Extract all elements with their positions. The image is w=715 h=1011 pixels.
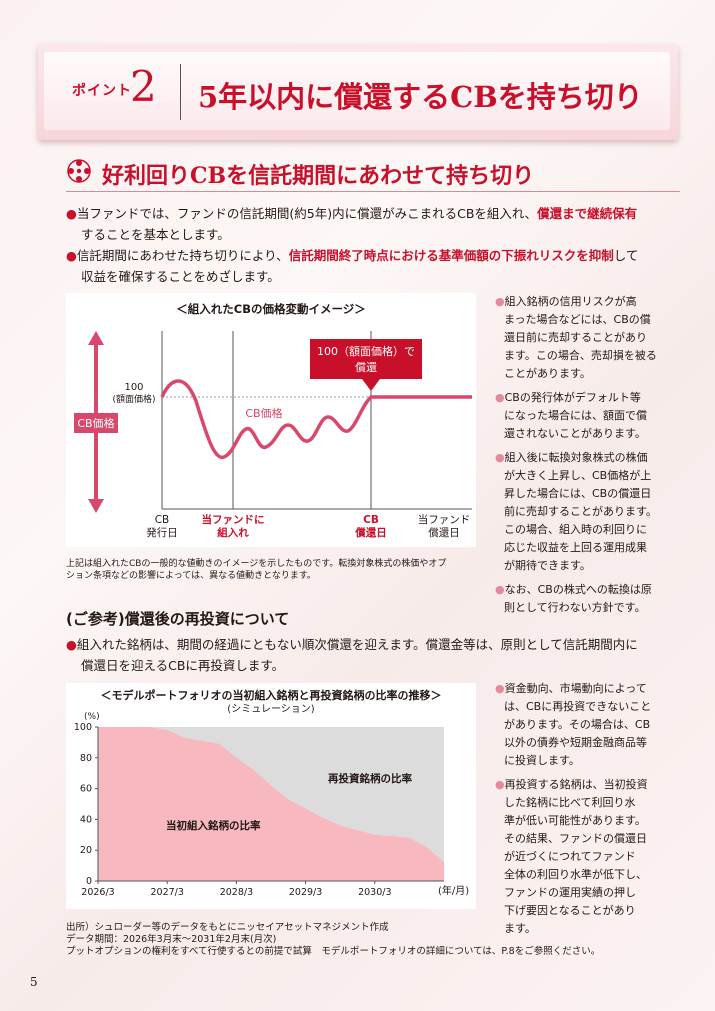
bullet-icon: ● [66,637,77,652]
x-tick-redeem-l2: 償還日 [354,526,387,539]
bullet-text: 収益を確保することをめざします。 [81,269,280,284]
note-item: ●CBの発行体がデフォルト等 になった場合には、額面で償 還されないことがありま… [495,391,647,440]
ratio-chart-svg: ＜モデルポートフォリオの当初組入銘柄と再投資銘柄の比率の推移＞ (シミュレーショ… [74,688,469,898]
source-line: 出所）シュローダー等のデータをもとにニッセイアセットマネジメント作成 [66,922,389,933]
price-image-svg: ＜組入れたCBの価格変動イメージ＞ CB価格 100 (額面価格) 100（額面… [74,302,472,539]
ratio-chart: ＜モデルポートフォリオの当初組入銘柄と再投資銘柄の比率の推移＞ (シミュレーショ… [66,683,476,909]
y-unit-label: (%) [84,712,100,722]
bullet-emphasis: 信託期間終了時点における基準価額の下振れリスクを抑制 [288,248,614,263]
note-item: ●組入後に転換対象株式の株価 が大きく上昇し、CB価格が上 昇した場合には、CB… [495,451,657,572]
bullet-text: 信託期間にあわせた持ち切りにより、 [76,248,289,263]
chart1-footnote: 上記は組入れたCBの一般的な値動きのイメージを示したものです。転換対象株式の株価… [66,558,486,582]
bullet-text: 償還日を迎えるCBに再投資します。 [81,658,285,673]
x-tick-fund-l1: 当ファンド [418,513,471,526]
cb-price-line [160,379,472,459]
point-number: 2 [130,62,157,111]
page-title: 5年以内に償還するCBを持ち切り [198,80,643,114]
y-tick-label: 0 [86,876,92,887]
area-initial [98,727,444,881]
y-tick-label: 40 [80,814,92,825]
source-line: プットオプションの権利をすべて行使するとの前提で試算 モデルポートフォリオの詳細… [66,946,601,957]
risk-notes-1: ●組入銘柄の信用リスクが高 まった場合などには、CBの償 還日前に売却することが… [495,293,685,617]
bullet-icon: ● [66,248,77,263]
x-tick-label: 2026/3 [81,887,114,898]
note-item: ●なお、CBの株式への転換は原 則として行わない方針です。 [495,583,652,614]
bullet-text: 当ファンドでは、ファンドの信託期間(約5年)内に償還がみこまれるCBを組入れ、 [76,206,538,221]
x-tick-label: 2030/3 [358,887,391,898]
bullet-text: 組入れた銘柄は、期間の経過にともない順次償還を迎えます。償還金等は、原則として信… [76,637,638,652]
point-banner-inner [44,52,670,130]
bullet-text: して [613,248,639,263]
x-tick-label: 2027/3 [150,887,183,898]
page-number: 5 [30,975,38,989]
chart2-subtitle: (シミュレーション) [227,704,315,715]
series-label-reinvest: 再投資銘柄の比率 [328,772,412,785]
x-tick-issue-l2: 発行日 [146,526,178,539]
bullet-paragraph-1: ●当ファンドでは、ファンドの信託期間(約5年)内に償還がみこまれるCBを組入れ、… [66,203,686,245]
bullet-paragraph-2: ●信託期間にあわせた持ち切りにより、信託期間終了時点における基準価額の下振れリス… [66,245,686,287]
callout-line1: 100（額面価格）で [317,344,415,358]
point-label: ポイント [72,83,132,99]
callout-line2: 償還 [355,360,377,374]
banner-divider [180,64,181,120]
note-item: ●組入銘柄の信用リスクが高 まった場合などには、CBの償 還日前に売却することが… [495,295,657,380]
note-item: ●資金動向、市場動向によって は、CBに再投資できないこと があります。その場合… [495,682,652,767]
section-heading: 好利回りCBを信託期間にあわせて持ち切り [102,163,535,189]
series-label-initial: 当初組入銘柄の比率 [166,819,261,832]
section2-heading: (ご参考)償還後の再投資について [66,610,290,628]
ornament-icon [67,159,91,183]
arrow-down-icon [88,499,104,513]
series-label: CB価格 [245,406,282,420]
x-tick-label: 2028/3 [220,887,253,898]
risk-notes-2: ●資金動向、市場動向によって は、CBに再投資できないこと があります。その場合… [495,680,685,938]
source-note: 出所）シュローダー等のデータをもとにニッセイアセットマネジメント作成 データ期間… [66,922,706,958]
x-tick-redeem-l1: CB [363,514,379,526]
bullet-icon: ● [66,206,77,221]
y-marker-value: 100 [124,382,143,393]
bullet-text: することを基本とします。 [81,227,230,242]
section2-paragraph: ●組入れた銘柄は、期間の経過にともない順次償還を迎えます。償還金等は、原則として… [66,634,686,676]
chart1-title: ＜組入れたCBの価格変動イメージ＞ [176,302,365,316]
x-unit-label: (年/月) [438,884,469,897]
price-image-chart: ＜組入れたCBの価格変動イメージ＞ CB価格 100 (額面価格) 100（額面… [66,293,476,547]
y-axis-label: CB価格 [77,416,114,430]
bullet-emphasis: 償還まで継続保有 [537,206,638,221]
section-divider [66,191,680,192]
note-item: ●再投資する銘柄は、当初投資 した銘柄に比べて利回り水 準が低い可能性があります… [495,778,648,935]
x-tick-buy-l1: 当ファンドに [202,513,265,526]
callout-box [310,339,422,379]
arrow-up-icon [88,331,104,345]
footnote-line: 上記は組入れたCBの一般的な値動きのイメージを示したものです。転換対象株式の株価… [66,559,447,569]
footnote-line: ション条項などの影響によっては、異なる値動きとなります。 [66,571,316,581]
y-tick-label: 20 [80,845,92,856]
y-tick-label: 100 [74,722,92,733]
chart2-title: ＜モデルポートフォリオの当初組入銘柄と再投資銘柄の比率の推移＞ [101,688,442,702]
x-tick-fund-l2: 償還日 [428,526,460,539]
source-line: データ期間：2026年3月末～2031年2月末(月次) [66,934,277,945]
x-tick-label: 2029/3 [289,887,322,898]
x-tick-issue-l1: CB [155,514,170,526]
callout-pointer [362,379,380,391]
y-axis-label-box [74,413,118,433]
y-tick-label: 60 [80,784,92,795]
y-tick-label: 80 [80,753,92,764]
y-marker-label: (額面価格) [112,393,155,405]
x-tick-buy-l2: 組入れ [217,526,249,539]
